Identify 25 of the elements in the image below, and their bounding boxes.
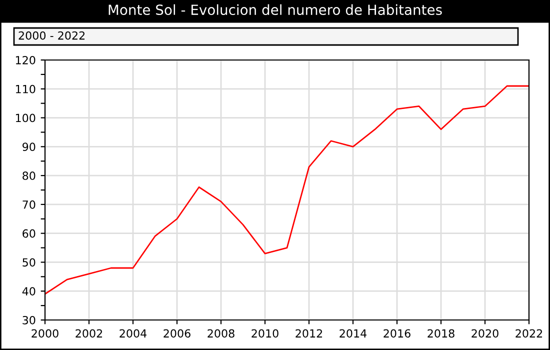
x-tick-label: 2002: [76, 329, 102, 338]
x-tick-label: 2014: [340, 329, 367, 338]
x-tick-label: 2022: [516, 329, 542, 338]
y-tick-label: 30: [22, 316, 36, 324]
chart-subtitle: 2000 - 2022: [18, 31, 85, 40]
x-tick-label: 2010: [252, 329, 278, 338]
y-tick-label: 70: [22, 200, 36, 209]
y-tick-label: 40: [22, 287, 36, 296]
y-tick-label: 120: [16, 56, 36, 64]
y-tick-label: 60: [22, 229, 36, 238]
y-tick-label: 110: [16, 84, 36, 94]
x-tick-label: 2020: [472, 329, 498, 338]
x-tick-label: 2004: [120, 329, 147, 338]
line-series: [45, 85, 529, 295]
y-tick-label: 50: [22, 258, 36, 267]
y-tick-label: 80: [22, 172, 36, 180]
x-tick-label: 2012: [296, 329, 322, 338]
y-tick-label: 90: [22, 142, 36, 152]
x-tick-label: 2008: [208, 329, 234, 338]
x-tick-label: 2018: [428, 329, 454, 338]
x-tick-label: 2000: [32, 329, 58, 338]
x-tick-label: 2006: [164, 329, 190, 338]
y-tick-label: 100: [16, 114, 36, 122]
chart-title: Monte Sol - Evolucion del numero de Habitantes: [108, 4, 442, 16]
x-tick-label: 2016: [384, 329, 410, 338]
